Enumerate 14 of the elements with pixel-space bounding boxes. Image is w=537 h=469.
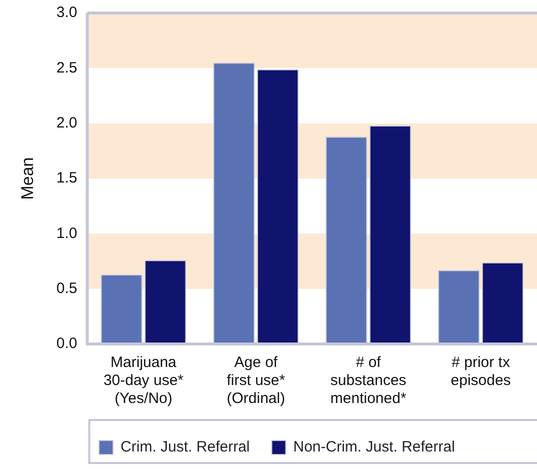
y-tick-label: 2.5	[56, 59, 78, 76]
legend-label: Non-Crim. Just. Referral	[293, 438, 455, 456]
legend-label: Crim. Just. Referral	[120, 438, 250, 456]
x-tick-label: # of substances mentioned*	[330, 354, 406, 408]
x-tick-label: Age of first use* (Ordinal)	[226, 354, 286, 408]
y-axis-title: Mean	[18, 157, 37, 200]
x-tick-label: Marijuana 30-day use* (Yes/No)	[103, 354, 184, 408]
y-tick-label: 1.0	[56, 224, 78, 242]
y-tick-label: 0.0	[56, 335, 78, 352]
y-tick-label: 2.0	[56, 114, 78, 132]
x-tick-label: # prior tx episodes	[450, 354, 511, 390]
y-tick-label: 3.0	[56, 4, 78, 22]
y-tick-label: 0.5	[56, 280, 78, 297]
y-tick-label: 1.5	[56, 170, 78, 187]
